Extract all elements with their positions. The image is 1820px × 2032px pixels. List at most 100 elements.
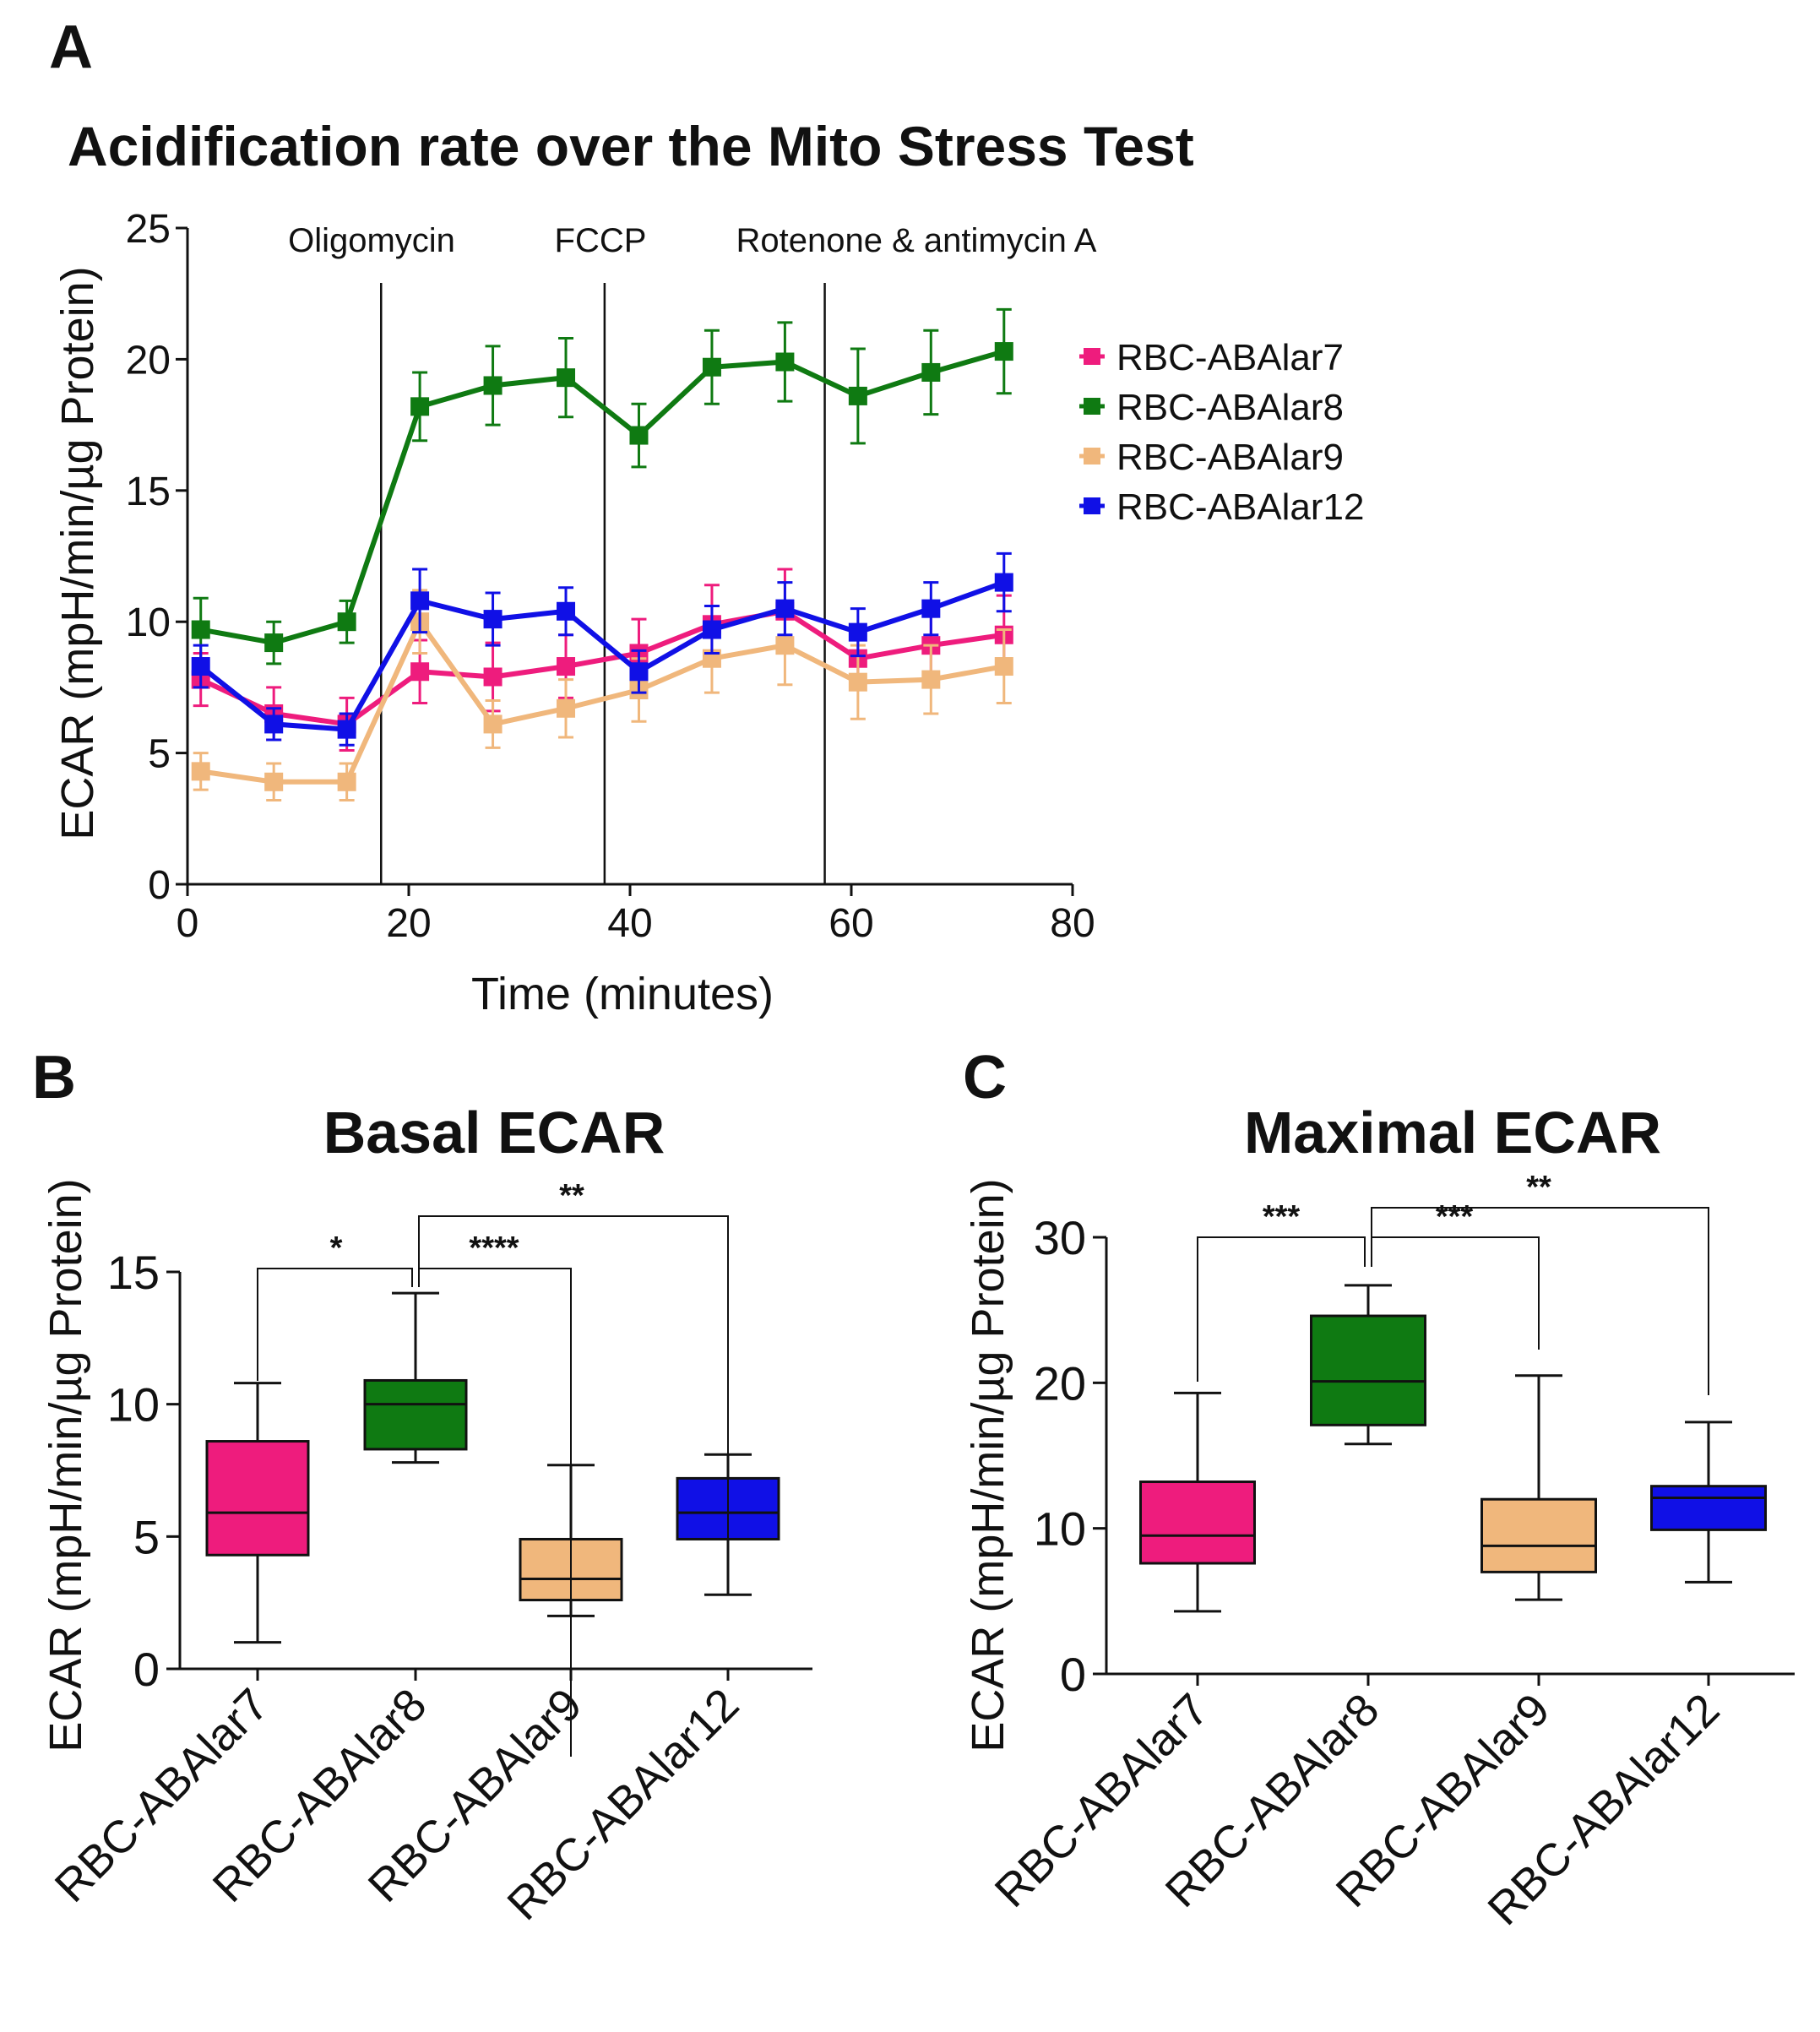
bracket-line	[257, 1268, 413, 1381]
legend-item-rbc-abalar8: RBC-ABAlar8	[1079, 387, 1344, 428]
box-iqr	[363, 1378, 468, 1451]
data-point	[702, 357, 721, 377]
panel-c-chart: 0102030RBC-ABAlar7RBC-ABAlar8RBC-ABAlar9…	[986, 1170, 1795, 1935]
panel-a-injection-label-oligomycin: Oligomycin	[288, 222, 455, 259]
data-point	[191, 620, 210, 639]
panel-a-axes: 0 5 10 15 20 25 0 20 40 60 80	[126, 207, 1095, 946]
legend-label: RBC-ABAlar12	[1116, 486, 1364, 528]
data-point	[702, 620, 721, 639]
data-point	[483, 714, 503, 734]
panel-b-box-rbc-abalar7	[205, 1382, 310, 1644]
data-point	[557, 601, 576, 621]
series-line	[200, 349, 1005, 646]
data-point	[775, 636, 795, 655]
series-rbc-abalar7	[191, 568, 1013, 752]
panel-a-x-tick-label: 60	[829, 901, 873, 946]
data-point	[483, 610, 503, 629]
panel-c-y-axis-label: ECAR (mpH/min/µg Protein)	[963, 1178, 1013, 1752]
panel-b-y-tick-label: 10	[107, 1378, 160, 1432]
panel-c-title: Maximal ECAR	[1244, 1100, 1661, 1165]
panel-c-y-tick-label: 10	[1034, 1502, 1086, 1556]
panel-b-y-tick-label: 15	[107, 1246, 160, 1299]
panel-c-y-tick-label: 0	[1060, 1648, 1086, 1701]
panel-b-significance-bracket: ****	[418, 1231, 572, 1757]
panel-c-significance-bracket: **	[1371, 1170, 1709, 1395]
panel-a-y-tick-label: 15	[126, 470, 171, 514]
data-point	[337, 720, 356, 739]
data-point	[921, 599, 941, 618]
box-iqr	[1650, 1485, 1767, 1531]
data-point	[191, 657, 210, 676]
bracket-line	[418, 1215, 729, 1579]
series-line	[200, 619, 1005, 785]
panel-b-y-axis-label: ECAR (mpH/min/µg Protein)	[41, 1178, 91, 1752]
panel-letter-b: B	[32, 1044, 76, 1111]
panel-a-y-tick-label: 20	[126, 338, 171, 383]
panel-a-y-tick-label: 5	[148, 732, 171, 777]
panel-a-x-tick-label: 20	[386, 901, 431, 946]
bracket-line	[1371, 1236, 1540, 1350]
legend-item-rbc-abalar9: RBC-ABAlar9	[1079, 437, 1344, 478]
legend-item-rbc-abalar12: RBC-ABAlar12	[1079, 486, 1364, 528]
panel-b-y-tick-label: 5	[133, 1510, 160, 1563]
panel-a-x-axis-label: Time (minutes)	[471, 969, 774, 1019]
data-point	[775, 599, 795, 618]
data-point	[629, 662, 649, 682]
significance-label: *	[330, 1231, 343, 1266]
data-point	[264, 633, 284, 653]
significance-label: ****	[469, 1231, 519, 1266]
panel-c-y-tick-label: 30	[1034, 1211, 1086, 1264]
panel-a-y-tick-label: 0	[148, 863, 171, 908]
panel-b: B Basal ECAR ECAR (mpH/min/µg Protein) 0…	[32, 1044, 812, 1930]
panel-b-box-rbc-abalar8	[363, 1291, 468, 1464]
panel-b-title: Basal ECAR	[323, 1100, 666, 1165]
data-point	[410, 397, 430, 416]
panel-c-box-rbc-abalar9	[1480, 1374, 1597, 1601]
bracket-line	[418, 1268, 572, 1757]
panel-c-box-rbc-abalar12	[1650, 1421, 1767, 1584]
bracket-line	[1371, 1207, 1709, 1395]
series-line	[198, 579, 1005, 732]
panel-c: C Maximal ECAR ECAR (mpH/min/µg Protein)…	[963, 1044, 1795, 1935]
panel-a-title: Acidification rate over the Mito Stress …	[68, 115, 1194, 177]
data-point	[557, 368, 576, 388]
panel-c-y-tick-label: 20	[1034, 1356, 1086, 1410]
panel-a-y-axis-label: ECAR (mpH/min/µg Protein)	[52, 266, 103, 839]
panel-letter-c: C	[963, 1044, 1007, 1111]
data-point	[557, 698, 576, 718]
panel-a-x-tick-label: 80	[1050, 901, 1095, 946]
significance-label: **	[559, 1178, 584, 1214]
data-point	[848, 622, 867, 642]
panel-c-significance-bracket: ***	[1371, 1199, 1540, 1350]
panel-c-box-rbc-abalar7	[1139, 1391, 1256, 1613]
significance-label: **	[1526, 1170, 1551, 1205]
series-rbc-abalar12	[191, 551, 1013, 747]
data-point	[629, 426, 649, 445]
panel-a-y-tick-label: 10	[126, 600, 171, 645]
series-rbc-abalar8	[191, 307, 1013, 666]
box-iqr	[205, 1440, 310, 1557]
data-point	[994, 573, 1013, 592]
panel-b-significance-bracket: *	[257, 1231, 413, 1381]
legend-marker	[1084, 348, 1100, 365]
data-point	[848, 386, 867, 405]
data-point	[921, 362, 941, 382]
data-point	[775, 352, 795, 372]
panel-a-x-tick-label: 0	[177, 901, 199, 946]
panel-a-y-tick-label: 25	[126, 207, 171, 252]
data-point	[191, 762, 210, 781]
panel-a-injection-label-rotenone-antimycin-a: Rotenone & antimycin A	[736, 222, 1097, 259]
panel-letter-a: A	[49, 14, 93, 81]
legend-label: RBC-ABAlar8	[1116, 387, 1344, 428]
panel-a-series	[191, 307, 1013, 802]
legend-marker	[1084, 497, 1100, 514]
data-point	[337, 612, 356, 632]
legend-marker	[1084, 398, 1100, 415]
panel-a-injection-markers: Oligomycin FCCP Rotenone & antimycin A	[288, 222, 1097, 884]
panel-a-injection-label-fccp: FCCP	[555, 222, 647, 259]
data-point	[410, 591, 430, 611]
panel-a-legend: RBC-ABAlar7 RBC-ABAlar8 RBC-ABAlar9 RBC-ABA…	[1079, 337, 1364, 528]
box-iqr	[1139, 1481, 1256, 1565]
significance-label: ***	[1263, 1199, 1301, 1235]
